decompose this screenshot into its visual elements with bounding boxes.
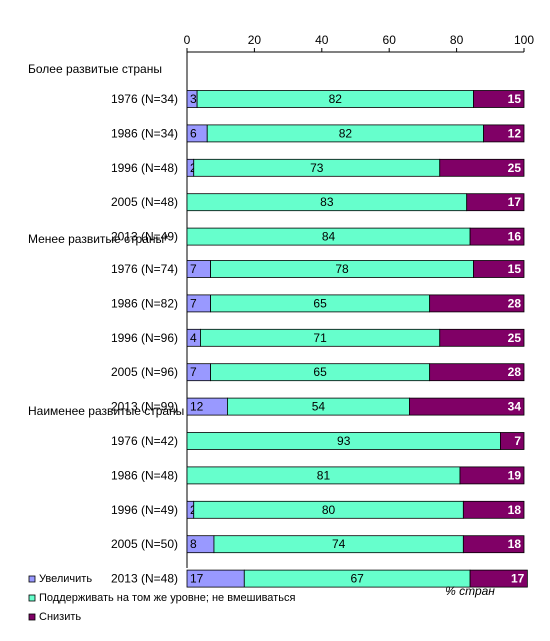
x-tick-label: 100 [514, 33, 534, 47]
row-label: 1976 (N=74) [111, 262, 178, 276]
data-label: 17 [508, 195, 522, 209]
data-label: 25 [508, 161, 522, 175]
x-tick-label: 80 [450, 33, 464, 47]
bar-segment [473, 260, 525, 278]
bar-segment [429, 363, 525, 382]
data-label: 7 [190, 296, 197, 310]
legend-swatch [28, 594, 36, 602]
data-label: 12 [190, 400, 204, 414]
bar-segment [462, 535, 525, 554]
data-label: 15 [508, 262, 522, 276]
data-label: 80 [322, 503, 336, 517]
x-tick-label: 40 [315, 33, 329, 47]
bars-layer: 3821568212273258317841677815765284712576… [186, 90, 528, 588]
data-label: 84 [322, 230, 336, 244]
category-labels: Более развитые страны 1976 (N=34) 1986 (N=… [28, 62, 184, 586]
group-label: Наименее развитые страны [28, 404, 184, 418]
data-label: 28 [508, 296, 522, 310]
data-label: 54 [312, 400, 326, 414]
data-label: 15 [508, 92, 522, 106]
bar-segment [462, 500, 525, 519]
data-label: 18 [508, 537, 522, 551]
x-tick-label: 20 [248, 33, 262, 47]
row-label: 1996 (N=96) [111, 331, 178, 345]
row-label: 2005 (N=48) [111, 195, 178, 209]
data-label: 93 [337, 434, 351, 448]
row-label: 1986 (N=82) [111, 296, 178, 310]
data-label: 74 [332, 537, 346, 551]
legend-label: Снизить [39, 611, 81, 623]
data-label: 65 [313, 296, 327, 310]
row-label: 1996 (N=48) [111, 161, 178, 175]
legend-label: Поддерживать на том же уровне; не вмешив… [39, 592, 295, 604]
data-label: 17 [511, 572, 525, 586]
bar-segment [469, 569, 528, 588]
legend-label: Увеличить [39, 573, 92, 585]
data-label: 82 [329, 92, 343, 106]
data-label: 6 [190, 126, 197, 140]
data-label: 67 [351, 572, 365, 586]
data-label: 7 [190, 262, 197, 276]
x-axis-label: % стран [445, 584, 495, 598]
data-label: 8 [190, 537, 197, 551]
bar-segment [473, 90, 525, 108]
legend-swatch [28, 575, 36, 583]
row-label: 1976 (N=42) [111, 434, 178, 448]
row-label: 2013 (N=99) [111, 400, 178, 414]
data-label: 82 [339, 126, 353, 140]
bar-segment [459, 466, 525, 485]
data-label: 17 [190, 572, 204, 586]
bar-segment [483, 124, 525, 143]
axis-layer: 0 20 40 60 80 100 [184, 33, 534, 568]
data-label: 25 [508, 331, 522, 345]
x-tick-label: 60 [383, 33, 397, 47]
group-label: Более развитые страны [28, 62, 162, 76]
bar-segment [439, 328, 525, 347]
data-label: 81 [317, 468, 331, 482]
legend: Увеличить Поддерживать на том же уровне; … [28, 573, 295, 623]
row-label: 1986 (N=34) [111, 126, 178, 140]
bar-segment [469, 227, 525, 246]
x-tick-label: 0 [184, 33, 191, 47]
data-label: 28 [508, 365, 522, 379]
data-label: 16 [508, 230, 522, 244]
group-label: Менее развитые страны* [28, 232, 169, 246]
row-label: 2013 (N=49) [111, 230, 178, 244]
data-label: 34 [508, 400, 522, 414]
data-label: 7 [190, 365, 197, 379]
data-label: 12 [508, 126, 522, 140]
data-label: 4 [190, 331, 197, 345]
bar-segment [466, 193, 525, 212]
bar-segment [409, 397, 525, 416]
row-label: 1996 (N=49) [111, 503, 178, 517]
bar-segment [429, 294, 525, 313]
bar-segment [439, 158, 525, 177]
row-label: 1976 (N=34) [111, 92, 178, 106]
data-label: 7 [514, 434, 521, 448]
data-label: 73 [310, 161, 324, 175]
data-label: 78 [335, 262, 349, 276]
row-label: 2013 (N=48) [111, 572, 178, 586]
row-label: 2005 (N=96) [111, 365, 178, 379]
data-label: 18 [508, 503, 522, 517]
data-label: 3 [190, 92, 197, 106]
legend-swatch [28, 613, 36, 621]
row-label: 1986 (N=48) [111, 468, 178, 482]
bar-segment [500, 432, 525, 450]
row-label: 2005 (N=50) [111, 537, 178, 551]
data-label: 65 [313, 365, 327, 379]
data-label: 71 [313, 331, 327, 345]
data-label: 19 [508, 468, 522, 482]
data-label: 83 [320, 195, 334, 209]
